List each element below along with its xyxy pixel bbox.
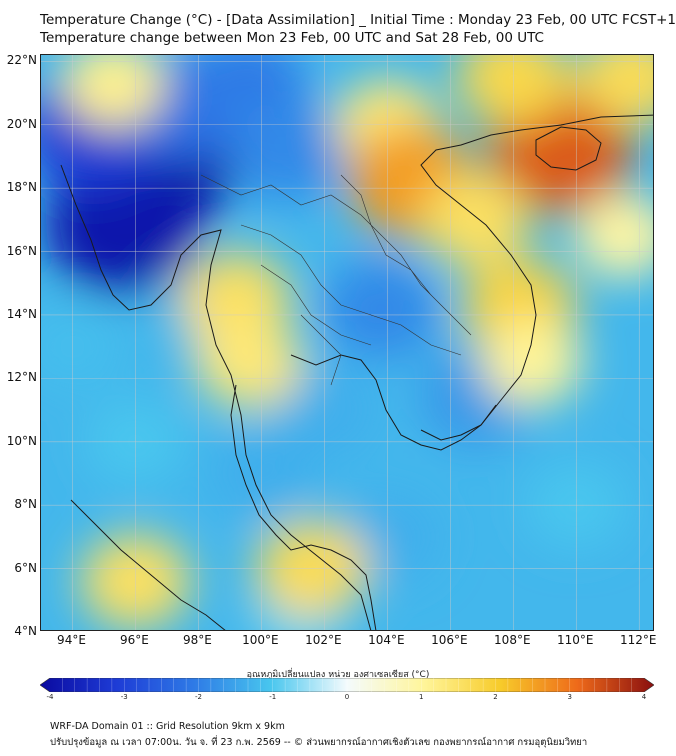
longitude-tick-label: 98°E: [182, 633, 212, 647]
field-anomaly-29: [62, 55, 165, 128]
footer-model-info: WRF-DA Domain 01 :: Grid Resolution 9km …: [50, 721, 285, 732]
colorbar-tick-label: 0: [344, 693, 350, 701]
longitude-tick-label: 106°E: [431, 633, 468, 647]
longitude-tick-label: 104°E: [368, 633, 405, 647]
map-title-line-1: Temperature Change (°C) - [Data Assimila…: [40, 12, 676, 28]
map-panel: [40, 54, 654, 631]
gulf-of-thailand-coast: [290, 114, 653, 451]
latitude-tick-label: 12°N: [6, 370, 37, 385]
colorbar-tick-label: -4: [46, 693, 54, 701]
field-anomaly-20: [576, 55, 653, 126]
field-anomaly-14: [41, 302, 124, 391]
field-anomaly-5: [228, 99, 345, 201]
malay-peninsula-coast: [230, 384, 377, 630]
longitude-tick-label: 96°E: [120, 633, 149, 647]
colorbar-tick-label: -2: [195, 693, 202, 701]
map-title-line-2: Temperature change between Mon 23 Feb, 0…: [40, 30, 544, 46]
sumatra-coast: [70, 499, 226, 630]
footer-update-info: ปรับปรุงข้อมูล ณ เวลา 07:00น. วัน จ. ที่…: [50, 737, 588, 748]
field-anomaly-24: [574, 193, 653, 278]
field-anomaly-21: [420, 172, 531, 268]
field-anomaly-6: [323, 258, 440, 359]
temperature-field: [41, 55, 653, 630]
longitude-tick-label: 112°E: [620, 633, 657, 647]
inner-borders: [200, 174, 472, 386]
latitude-tick-label: 20°N: [6, 116, 37, 131]
longitude-tick-label: 110°E: [557, 633, 594, 647]
coastline-and-borders: [60, 114, 653, 630]
latitude-tick-label: 14°N: [6, 306, 37, 321]
latitude-tick-label: 18°N: [6, 180, 37, 195]
longitude-tick-label: 108°E: [494, 633, 531, 647]
colorbar-tick-label: 2: [493, 693, 498, 701]
latitude-tick-label: 6°N: [14, 560, 37, 575]
latitude-tick-label: 8°N: [14, 497, 37, 512]
longitude-tick-label: 100°E: [242, 633, 279, 647]
colorbar-tick-label: 1: [419, 693, 424, 701]
colorbar-tick-label: 3: [567, 693, 572, 701]
mekong-delta: [420, 404, 497, 441]
colorbar-tick-label: -3: [120, 693, 128, 701]
latitude-tick-label: 10°N: [6, 433, 37, 448]
field-anomaly-26: [195, 316, 302, 409]
field-anomaly-1: [44, 157, 201, 295]
colorbar-tick-label: 4: [641, 693, 647, 701]
latitude-tick-label: 16°N: [6, 243, 37, 258]
colorbar: [40, 678, 654, 692]
latitude-tick-label: 4°N: [14, 624, 37, 638]
latitude-tick-label: 22°N: [6, 53, 37, 68]
colorbar-tick-label: -1: [269, 693, 277, 701]
hainan-island: [535, 126, 602, 171]
longitude-tick-label: 102°E: [305, 633, 342, 647]
temperature-change-map: [41, 55, 653, 630]
field-anomaly-23: [482, 319, 583, 406]
indochina-coastline: [60, 164, 372, 630]
colorbar-title: อุณหภูมิเปลี่ยนแปลง หน่วย องศาเซลเซียส (…: [246, 670, 430, 680]
longitude-tick-label: 94°E: [57, 633, 86, 647]
graticule: [41, 55, 653, 630]
